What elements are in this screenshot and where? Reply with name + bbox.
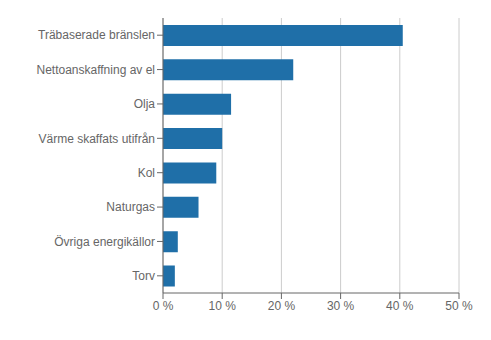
svg-text:10 %: 10 %: [209, 299, 237, 313]
svg-text:Nettoanskaffning av el: Nettoanskaffning av el: [36, 63, 155, 77]
svg-text:Kol: Kol: [138, 166, 155, 180]
svg-text:Naturgas: Naturgas: [106, 200, 155, 214]
svg-text:50 %: 50 %: [445, 299, 473, 313]
svg-text:20 %: 20 %: [268, 299, 296, 313]
svg-text:Torv: Torv: [132, 269, 155, 283]
svg-text:30 %: 30 %: [327, 299, 355, 313]
svg-text:40 %: 40 %: [386, 299, 414, 313]
svg-text:0 %: 0 %: [153, 299, 174, 313]
svg-text:Värme skaffats utifrån: Värme skaffats utifrån: [39, 132, 156, 146]
svg-text:Träbaserade bränslen: Träbaserade bränslen: [38, 28, 155, 42]
svg-text:Övriga energikällor: Övriga energikällor: [54, 235, 155, 249]
svg-text:Olja: Olja: [134, 97, 156, 111]
